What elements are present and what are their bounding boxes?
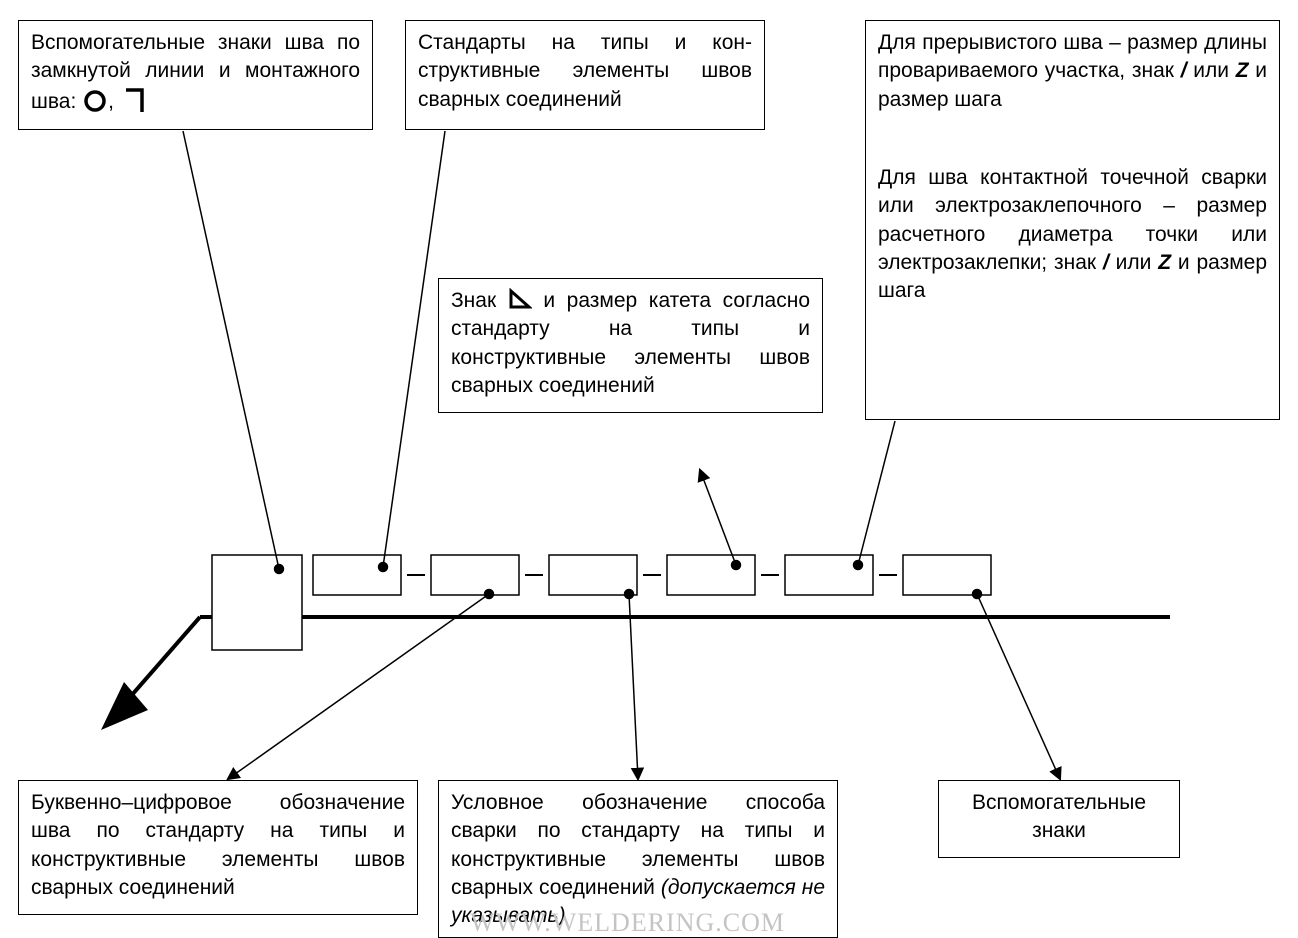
symbol-circle-icon xyxy=(82,90,108,113)
box-leg-sign: Знак и размер катета со­гласно стандарту… xyxy=(438,278,823,413)
slot-rect xyxy=(313,555,401,595)
slot-rect xyxy=(903,555,991,595)
para-intermittent-1: Для прерывистого шва – раз­мер длины про… xyxy=(878,29,1267,114)
box-intermittent: Для прерывистого шва – раз­мер длины про… xyxy=(865,20,1280,420)
symbol-triangle-icon xyxy=(508,289,532,312)
text-standards: Стандарты на типы и кон­структивные элем… xyxy=(418,31,752,111)
box-aux-signs-top: Вспомогательные знаки шва по замкнутой л… xyxy=(18,20,373,130)
slot-group xyxy=(313,555,991,595)
symbol-flag-icon xyxy=(120,90,146,113)
box-aux-signs-bottom: Вспомогательные знаки xyxy=(938,780,1180,858)
slot-rect xyxy=(431,555,519,595)
symbol-z-icon: Z xyxy=(1158,251,1171,274)
slot-rect xyxy=(667,555,755,595)
diagram-canvas: Вспомогательные знаки шва по замкнутой л… xyxy=(0,0,1298,938)
reference-arrow-head xyxy=(101,682,148,730)
watermark: WWW.WELDERING.COM xyxy=(470,908,785,938)
symbol-z-icon: Z xyxy=(1236,59,1249,82)
text-aux-signs-top: Вспомогательные знаки шва по замкнутой л… xyxy=(31,31,360,113)
box-standards: Стандарты на типы и кон­структивные элем… xyxy=(405,20,765,130)
text-aux-signs-bottom: Вспомогательные знаки xyxy=(972,791,1146,842)
text-alnum: Буквенно–цифровое обозначе­ние шва по ст… xyxy=(31,791,405,899)
slot-rect xyxy=(549,555,637,595)
slot-rect xyxy=(785,555,873,595)
slot-square xyxy=(212,555,302,650)
box-alnum: Буквенно–цифровое обозначе­ние шва по ст… xyxy=(18,780,418,915)
para-intermittent-2: Для шва контактной точечной сварки или э… xyxy=(878,164,1267,306)
reference-arrow-tail xyxy=(110,617,200,720)
